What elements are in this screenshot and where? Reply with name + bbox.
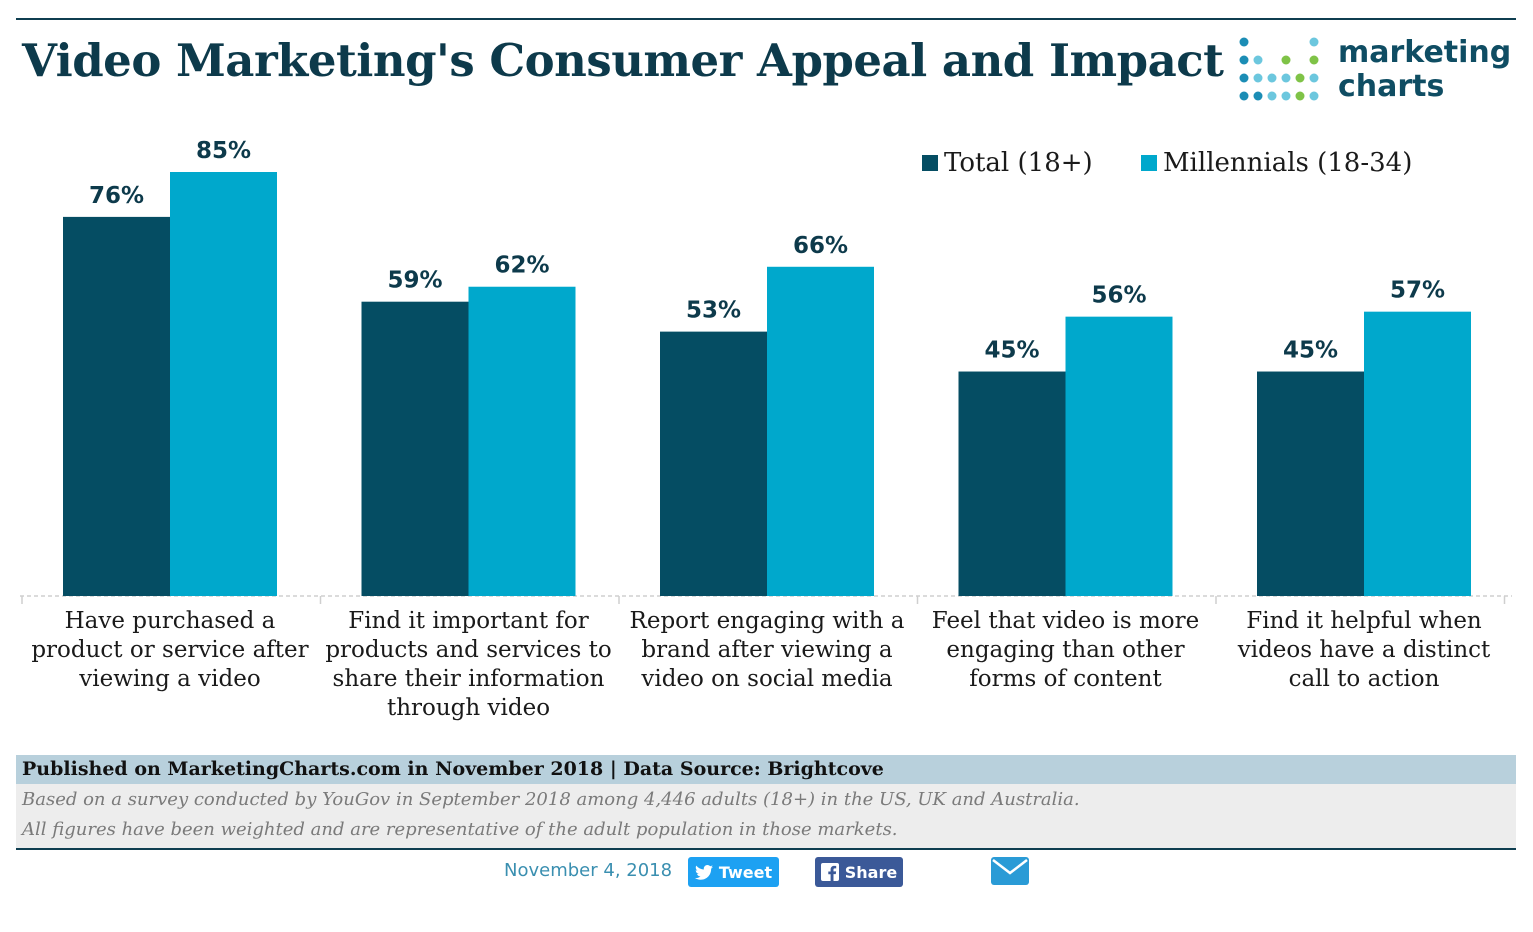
category-label-line: Have purchased a: [64, 608, 276, 634]
data-label-total-0: 76%: [89, 183, 144, 209]
bar-total-4: [1257, 371, 1364, 596]
note-line-2: All figures have been weighted and are r…: [22, 819, 898, 840]
category-label-line: Feel that video is more: [931, 608, 1200, 634]
note-line-1: Based on a survey conducted by YouGov in…: [22, 789, 1080, 810]
bar-total-2: [660, 331, 767, 596]
bar-millennials-1: [468, 286, 576, 596]
bar-millennials-4: [1364, 311, 1471, 596]
data-label-millennials-2: 66%: [793, 233, 848, 259]
logo-line-1: marketing: [1338, 35, 1512, 70]
legend-item-total: Total (18+): [922, 148, 1093, 178]
category-label-line: forms of content: [969, 666, 1162, 692]
bar-millennials-0: [170, 172, 277, 596]
data-label-millennials-1: 62%: [494, 253, 549, 279]
methodology-notes: Based on a survey conducted by YouGov in…: [16, 784, 1516, 850]
envelope-icon[interactable]: [990, 856, 1030, 886]
share-label: Share: [844, 862, 898, 882]
data-label-millennials-0: 85%: [196, 138, 251, 164]
bar-millennials-2: [767, 266, 874, 596]
category-label-line: engaging than other: [946, 637, 1185, 663]
data-label-total-1: 59%: [387, 268, 442, 294]
category-label-2: Report engaging with a brand after viewin…: [622, 607, 912, 694]
category-label-line: videos have a distinct: [1237, 637, 1491, 663]
legend-item-millennials: Millennials (18-34): [1140, 148, 1413, 178]
bar-millennials-3: [1065, 316, 1173, 596]
marketingcharts-logo[interactable]: marketing charts: [1238, 36, 1511, 108]
legend-label-millennials: Millennials (18-34): [1162, 148, 1413, 178]
category-label-line: Find it helpful when: [1246, 608, 1482, 634]
category-label-line: through video: [386, 695, 551, 721]
data-label-millennials-4: 57%: [1390, 278, 1445, 304]
tweet-label: Tweet: [718, 862, 773, 882]
tweet-button[interactable]: Tweet: [688, 857, 779, 887]
logo-wordmark: marketing charts: [1338, 36, 1511, 104]
category-label-4: Find it helpful when videos have a distin…: [1219, 607, 1509, 694]
data-label-total-4: 45%: [1283, 338, 1338, 364]
chart-title: Video Marketing's Consumer Appeal and Im…: [22, 34, 1224, 87]
category-label-1: Find it important for products and servic…: [324, 607, 614, 723]
logo-line-2: charts: [1338, 69, 1445, 104]
top-rule: [16, 18, 1516, 20]
category-label-0: Have purchased a product or service after…: [25, 607, 315, 694]
bar-total-1: [361, 301, 469, 596]
facebook-share-button[interactable]: Share: [815, 857, 903, 887]
category-label-line: call to action: [1288, 666, 1440, 692]
legend-swatch-millennials: [1140, 155, 1157, 171]
bar-total-3: [958, 371, 1066, 596]
source-bar: Published on MarketingCharts.com in Nove…: [16, 755, 1516, 784]
twitter-bird-icon: [694, 864, 713, 880]
legend-swatch-total: [922, 155, 938, 171]
category-label-line: brand after viewing a: [641, 637, 893, 663]
category-label-3: Feel that video is more engaging than oth…: [921, 607, 1211, 694]
source-text: Published on MarketingCharts.com in Nove…: [22, 758, 884, 780]
facebook-icon: [820, 863, 839, 881]
category-label-line: viewing a video: [79, 666, 261, 692]
data-label-total-3: 45%: [984, 338, 1039, 364]
data-label-millennials-3: 56%: [1091, 283, 1146, 309]
category-label-line: video on social media: [641, 666, 893, 692]
category-label-line: Report engaging with a: [629, 608, 905, 634]
category-label-line: share their information: [332, 666, 605, 692]
chart-legend: Total (18+) Millennials (18-34): [922, 148, 1452, 178]
category-label-line: product or service after: [31, 637, 309, 663]
bar-chart: 76% 85% 59% 62% 53% 66% 45% 56% 45% 57%: [20, 138, 1512, 604]
legend-label-total: Total (18+): [944, 148, 1093, 178]
category-label-line: products and services to: [325, 637, 612, 663]
publish-date: November 4, 2018: [504, 860, 673, 881]
bar-total-0: [63, 216, 170, 597]
data-label-total-2: 53%: [686, 298, 741, 324]
category-label-line: Find it important for: [348, 608, 589, 634]
logo-dots-icon: [1239, 37, 1319, 101]
